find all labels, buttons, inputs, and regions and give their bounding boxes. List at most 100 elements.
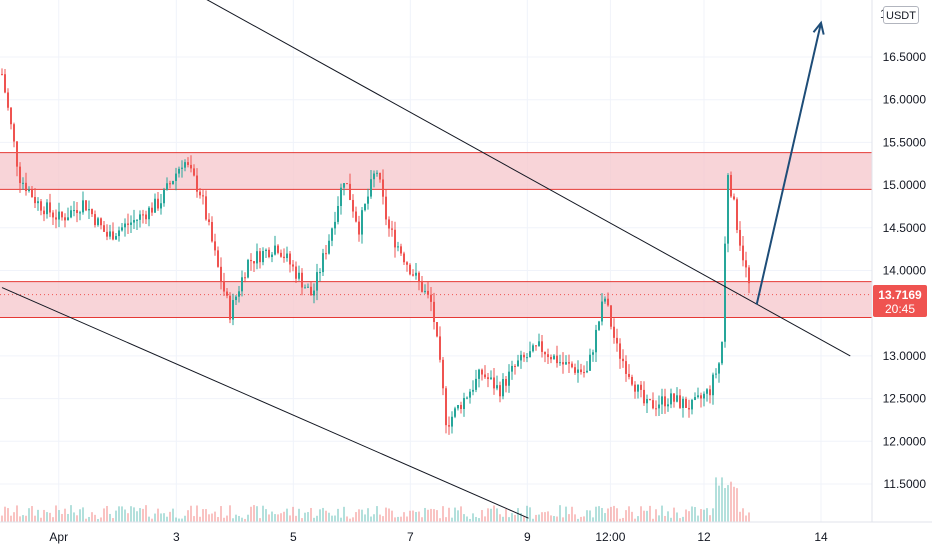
candle-body xyxy=(508,371,510,386)
candle-body xyxy=(346,183,348,185)
currency-selector[interactable]: USDT xyxy=(883,6,919,24)
candle-body xyxy=(394,229,396,248)
candle-body xyxy=(223,281,225,292)
volume-bar xyxy=(568,514,570,522)
volume-bar xyxy=(178,518,180,522)
volume-bar xyxy=(361,509,363,522)
candle-body xyxy=(706,389,708,394)
x-axis-panel[interactable] xyxy=(0,522,932,550)
volume-bar xyxy=(670,517,672,522)
volume-bar xyxy=(82,507,84,522)
candle-body xyxy=(238,291,240,297)
candle-body xyxy=(580,369,582,373)
candle-body xyxy=(742,245,744,261)
candle-body xyxy=(139,214,141,220)
candle-body xyxy=(418,272,420,281)
candle-body xyxy=(610,305,612,327)
volume-bar xyxy=(487,508,489,522)
volume-bar xyxy=(547,511,549,522)
volume-bar xyxy=(598,506,600,522)
volume-bar xyxy=(565,506,567,522)
volume-bar xyxy=(511,513,513,522)
candle-body xyxy=(373,173,375,180)
volume-bar xyxy=(688,511,690,522)
volume-bar xyxy=(388,508,390,522)
volume-bar xyxy=(544,512,546,522)
volume-bar xyxy=(325,510,327,522)
volume-bar xyxy=(67,513,69,522)
y-axis-panel[interactable] xyxy=(872,0,932,522)
candle-body xyxy=(22,182,24,184)
candle-body xyxy=(709,389,711,396)
candle-body xyxy=(376,172,378,174)
candle-body xyxy=(490,377,492,379)
volume-bar xyxy=(106,505,108,522)
last-price-label: 13.7169 20:45 xyxy=(873,285,927,317)
volume-bar xyxy=(385,507,387,522)
volume-bar xyxy=(442,506,444,522)
candle-body xyxy=(616,337,618,344)
volume-bar xyxy=(664,515,666,522)
candle-body xyxy=(334,221,336,229)
y-tick-label: 15.5000 xyxy=(883,135,927,149)
candle-body xyxy=(7,92,9,108)
volume-bar xyxy=(475,516,477,522)
volume-bar xyxy=(604,513,606,522)
volume-bar xyxy=(196,505,198,522)
candle-body xyxy=(304,287,306,289)
candle-body xyxy=(43,210,45,215)
candle-body xyxy=(652,400,654,409)
volume-bar xyxy=(379,514,381,522)
volume-bar xyxy=(367,508,369,522)
candle-body xyxy=(739,229,741,246)
candle-body xyxy=(151,207,153,213)
candle-body xyxy=(79,212,81,214)
volume-bar xyxy=(667,511,669,522)
volume-bar xyxy=(172,508,174,522)
candle-body xyxy=(100,218,102,226)
volume-bar xyxy=(532,518,534,522)
volume-bar xyxy=(553,516,555,522)
volume-bar xyxy=(646,510,648,522)
volume-bar xyxy=(97,518,99,522)
candlesticks xyxy=(1,68,750,435)
volume-bar xyxy=(466,516,468,522)
candle-body xyxy=(280,252,282,257)
candle-body xyxy=(682,398,684,408)
candle-body xyxy=(550,357,552,360)
volume-bar xyxy=(295,515,297,522)
candle-body xyxy=(310,286,312,296)
volume-bar xyxy=(589,510,591,522)
candle-body xyxy=(88,209,90,211)
volume-bar xyxy=(88,516,90,522)
volume-bar xyxy=(592,517,594,522)
candle-body xyxy=(34,197,36,204)
volume-bar xyxy=(706,508,708,522)
candle-body xyxy=(160,203,162,209)
candle-body xyxy=(670,393,672,405)
candle-body xyxy=(442,359,444,389)
candle-body xyxy=(574,367,576,373)
candle-body xyxy=(562,362,564,365)
candle-body xyxy=(625,361,627,374)
volume-bar xyxy=(151,518,153,522)
y-tick-label: 16.5000 xyxy=(883,50,927,64)
candle-body xyxy=(382,179,384,197)
volume-bar xyxy=(244,518,246,522)
volume-bar xyxy=(352,517,354,522)
candle-body xyxy=(184,162,186,168)
volume-bar xyxy=(223,517,225,522)
volume-bar xyxy=(700,509,702,522)
candle-body xyxy=(31,189,33,198)
volume-bar xyxy=(208,514,210,522)
candle-body xyxy=(424,290,426,292)
candle-body xyxy=(712,374,714,396)
volume-bar xyxy=(571,506,573,522)
volume-bar xyxy=(460,506,462,522)
volume-bar xyxy=(634,518,636,522)
candle-body xyxy=(268,249,270,258)
volume-bar xyxy=(502,516,504,522)
candle-body xyxy=(331,228,333,241)
candle-body xyxy=(700,395,702,399)
